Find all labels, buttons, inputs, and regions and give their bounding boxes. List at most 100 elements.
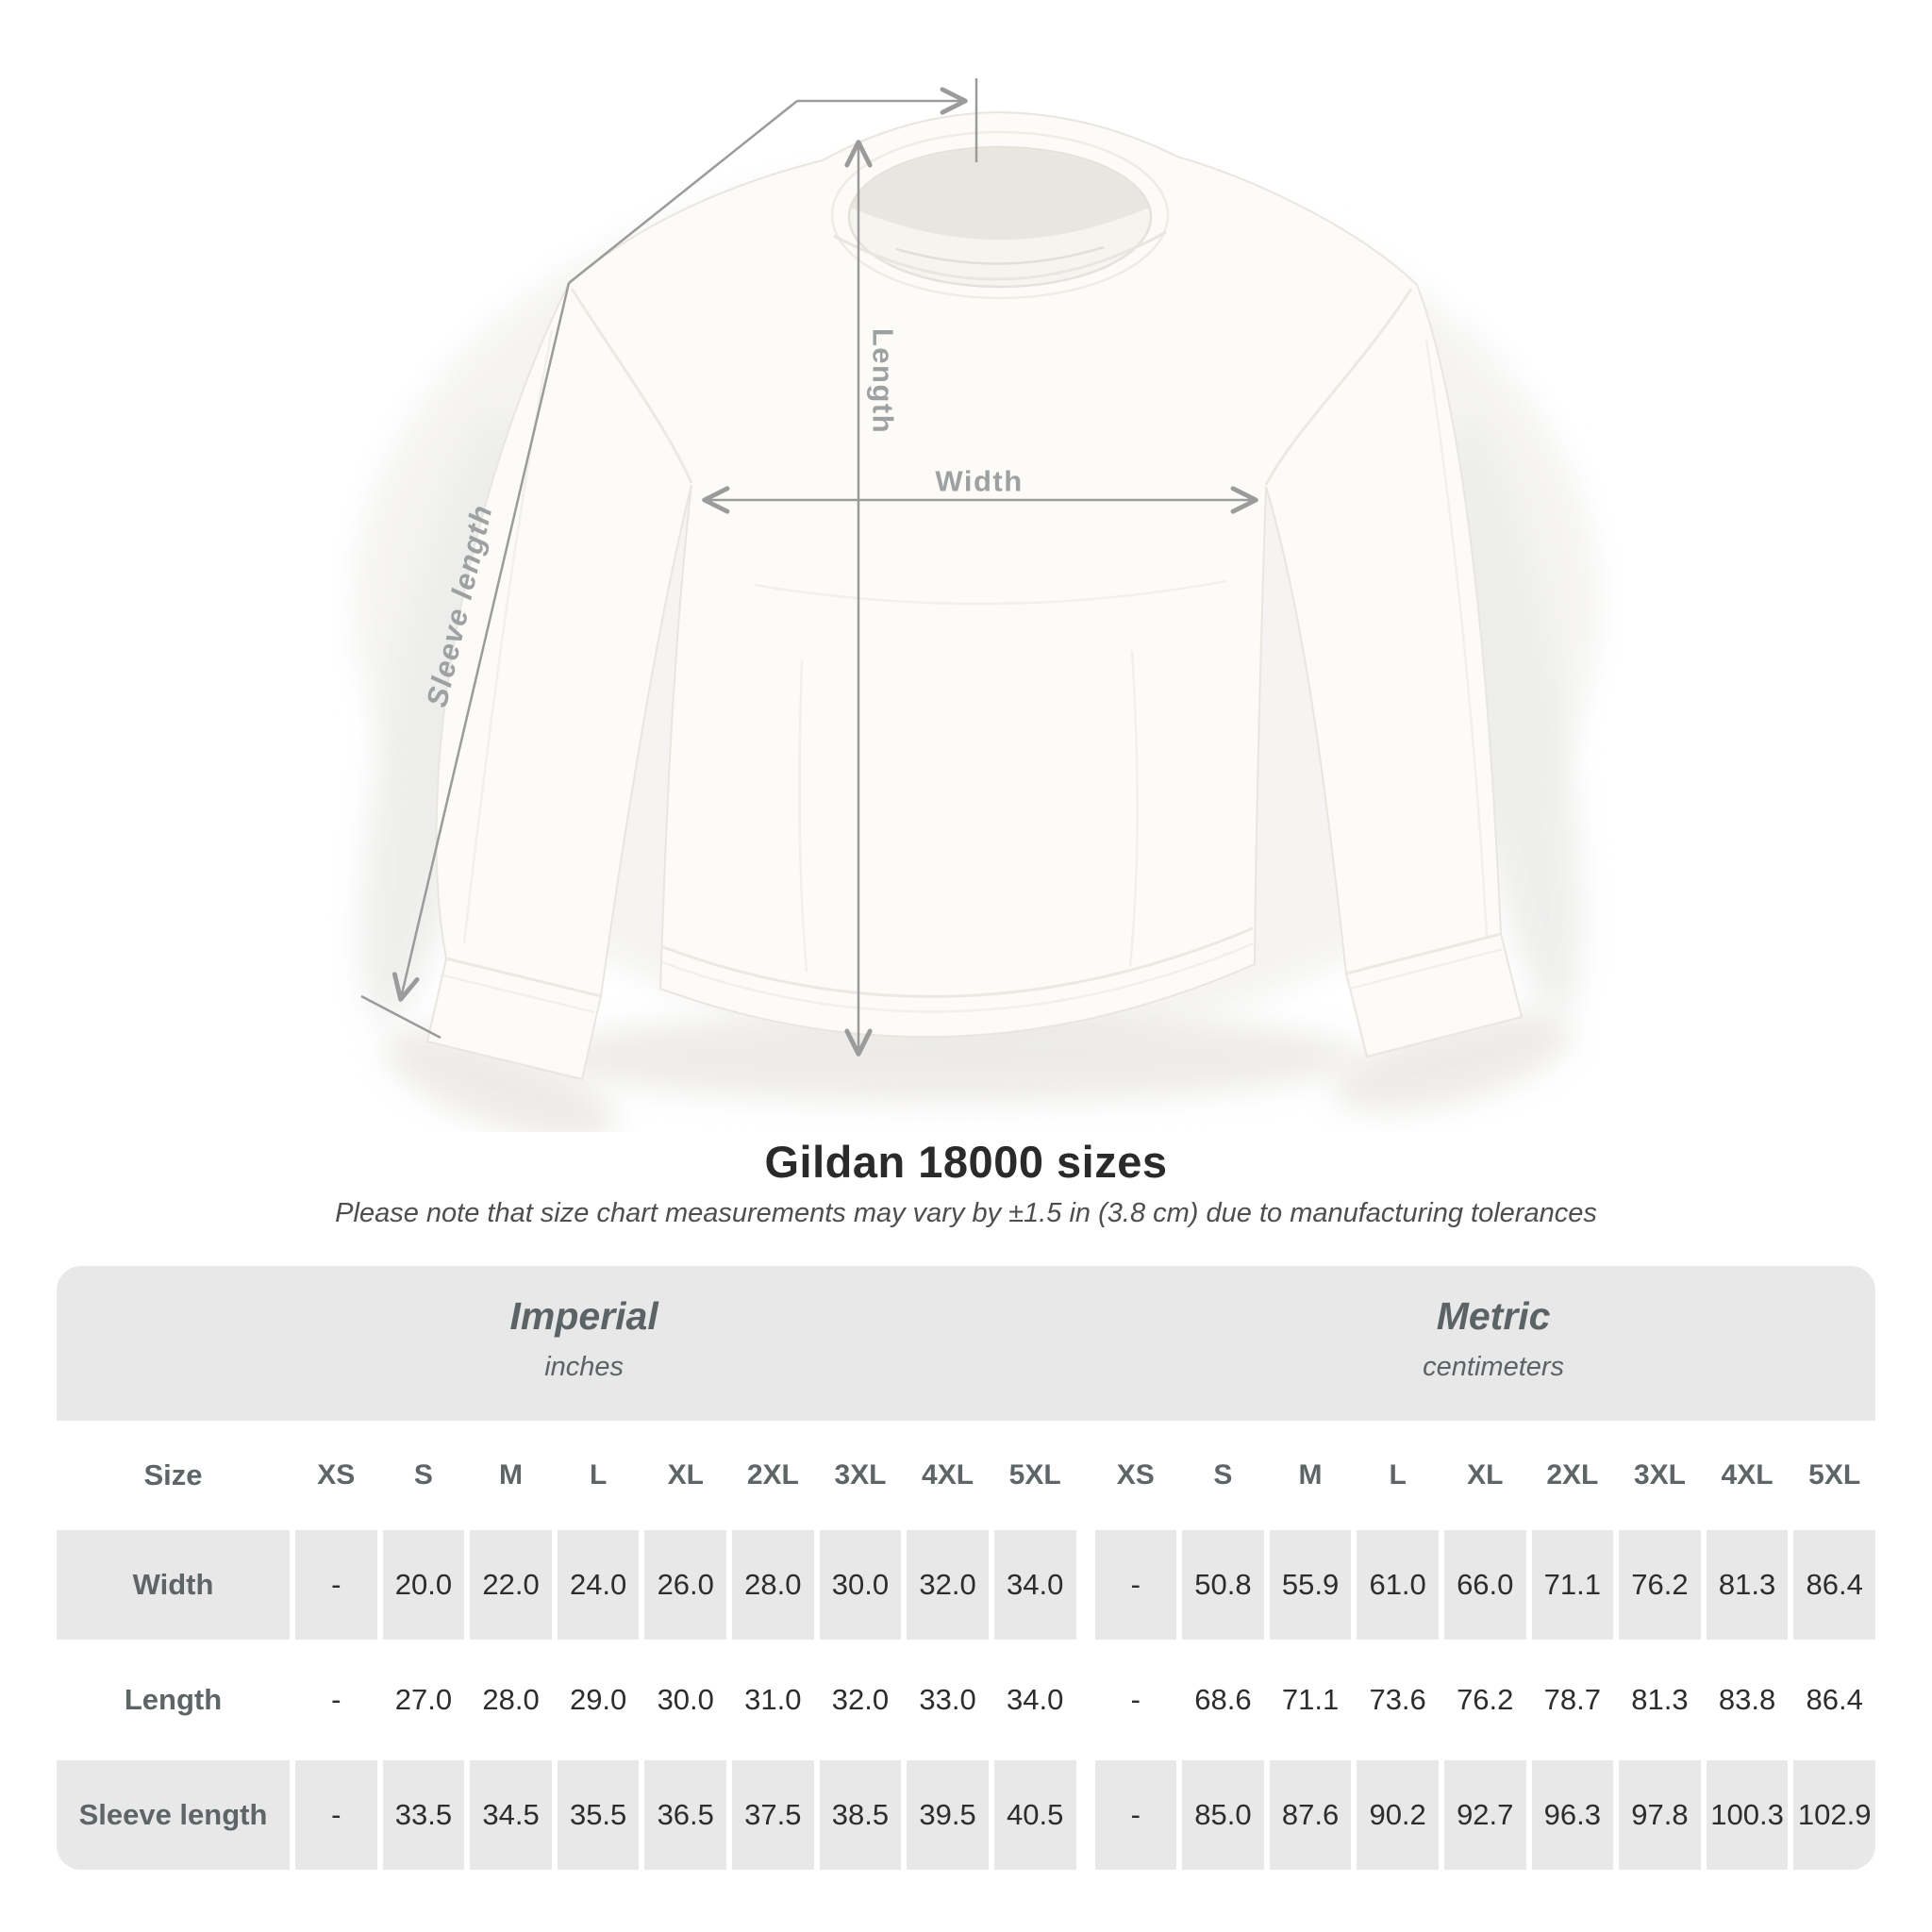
imperial-unit: inches [544,1352,625,1382]
row-header: Length [57,1645,290,1755]
imperial-value-cell: 28.0 [470,1645,552,1755]
imperial-value-cell: - [295,1530,377,1640]
imperial-size-header: 5XL [993,1426,1076,1524]
imperial-size-header: 4XL [907,1426,989,1524]
section-gap [1082,1530,1090,1640]
section-gap [1082,1645,1090,1755]
imperial-value-cell: 20.0 [382,1530,465,1640]
seams [445,288,1502,998]
metric-size-header: S [1182,1426,1264,1524]
metric-size-header: L [1357,1426,1439,1524]
metric-size-header: XL [1443,1426,1526,1524]
metric-value-cell: - [1094,1645,1177,1755]
metric-value-cell: 86.4 [1793,1530,1875,1640]
imperial-value-cell: 32.0 [819,1645,902,1755]
collar [830,130,1170,300]
metric-size-header: 3XL [1619,1426,1701,1524]
imperial-size-header: XS [295,1426,377,1524]
section-gap [1082,1426,1090,1524]
imperial-value-cell: 40.5 [993,1760,1076,1870]
imperial-size-header: L [557,1426,640,1524]
metric-value-cell: 92.7 [1443,1760,1526,1870]
imperial-size-header: 3XL [819,1426,902,1524]
metric-section-header: Metric centimeters [1111,1266,1875,1421]
metric-size-header: 2XL [1531,1426,1614,1524]
metric-value-cell: - [1094,1530,1177,1640]
row-header: Width [57,1530,290,1640]
imperial-value-cell: 36.5 [644,1760,727,1870]
metric-value-cell: 100.3 [1706,1760,1789,1870]
product-photo: Length Width Sleeve length [354,78,1599,1132]
imperial-value-cell: 37.5 [732,1760,814,1870]
imperial-value-cell: 30.0 [819,1530,902,1640]
imperial-value-cell: 34.0 [993,1530,1076,1640]
row-header: Sleeve length [57,1760,290,1870]
size-grid: Size XS S M L XL 2XL 3XL 4XL 5XL XS S M L XL 2XL 3XL 4XL 5… [57,1426,1875,1870]
imperial-value-cell: 39.5 [907,1760,989,1870]
measurement-annotations [360,78,1258,1057]
metric-value-cell: 78.7 [1531,1645,1614,1755]
metric-value-cell: 61.0 [1357,1530,1439,1640]
page-title: Gildan 18000 sizes [764,1137,1168,1187]
length-label: Length [867,328,900,434]
imperial-title: Imperial [509,1294,658,1338]
imperial-value-cell: 34.5 [470,1760,552,1870]
imperial-size-header: XL [644,1426,727,1524]
metric-value-cell: 81.3 [1706,1530,1789,1640]
sweatshirt-body [425,110,1524,1081]
metric-value-cell: 66.0 [1443,1530,1526,1640]
metric-value-cell: 68.6 [1182,1645,1264,1755]
metric-value-cell: 71.1 [1269,1645,1352,1755]
metric-value-cell: 83.8 [1706,1645,1789,1755]
metric-size-header: 5XL [1793,1426,1875,1524]
imperial-value-cell: 35.5 [557,1760,640,1870]
imperial-value-cell: 33.0 [907,1645,989,1755]
imperial-size-header: S [382,1426,465,1524]
imperial-value-cell: 32.0 [907,1530,989,1640]
metric-value-cell: 87.6 [1269,1760,1352,1870]
metric-value-cell: - [1094,1760,1177,1870]
imperial-value-cell: - [295,1760,377,1870]
metric-size-header: XS [1094,1426,1177,1524]
imperial-value-cell: 34.0 [993,1645,1076,1755]
width-label: Width [935,465,1023,498]
imperial-value-cell: 27.0 [382,1645,465,1755]
sweatshirt-diagram: Length Width Sleeve length [354,78,1599,1132]
imperial-section-header: Imperial inches [57,1266,1111,1421]
size-column-header: Size [57,1426,290,1524]
metric-size-header: M [1269,1426,1352,1524]
metric-value-cell: 81.3 [1619,1645,1701,1755]
creases [442,329,1504,1014]
metric-title: Metric [1436,1294,1551,1338]
metric-value-cell: 85.0 [1182,1760,1264,1870]
imperial-value-cell: 38.5 [819,1760,902,1870]
metric-value-cell: 90.2 [1357,1760,1439,1870]
tolerance-note: Please note that size chart measurements… [335,1198,1597,1228]
metric-size-header: 4XL [1706,1426,1789,1524]
section-gap [1082,1760,1090,1870]
imperial-value-cell: 24.0 [557,1530,640,1640]
imperial-value-cell: 31.0 [732,1645,814,1755]
metric-value-cell: 50.8 [1182,1530,1264,1640]
metric-value-cell: 96.3 [1531,1760,1614,1870]
metric-unit: centimeters [1423,1352,1565,1382]
metric-value-cell: 86.4 [1793,1645,1875,1755]
imperial-value-cell: - [295,1645,377,1755]
sleeve-measure-diagonal-1 [568,100,798,284]
sleeve-measure-endcap [360,994,441,1040]
metric-value-cell: 76.2 [1619,1530,1701,1640]
sleeve-measure-diagonal-2 [391,282,571,1002]
units-band: Imperial inches Metric centimeters [57,1266,1875,1421]
metric-value-cell: 102.9 [1793,1760,1875,1870]
metric-value-cell: 71.1 [1531,1530,1614,1640]
imperial-size-header: 2XL [732,1426,814,1524]
metric-value-cell: 55.9 [1269,1530,1352,1640]
imperial-value-cell: 29.0 [557,1645,640,1755]
metric-value-cell: 76.2 [1443,1645,1526,1755]
imperial-value-cell: 33.5 [382,1760,465,1870]
imperial-value-cell: 26.0 [644,1530,727,1640]
metric-value-cell: 73.6 [1357,1645,1439,1755]
size-table: Imperial inches Metric centimeters Size X… [57,1266,1875,1870]
imperial-value-cell: 22.0 [470,1530,552,1640]
